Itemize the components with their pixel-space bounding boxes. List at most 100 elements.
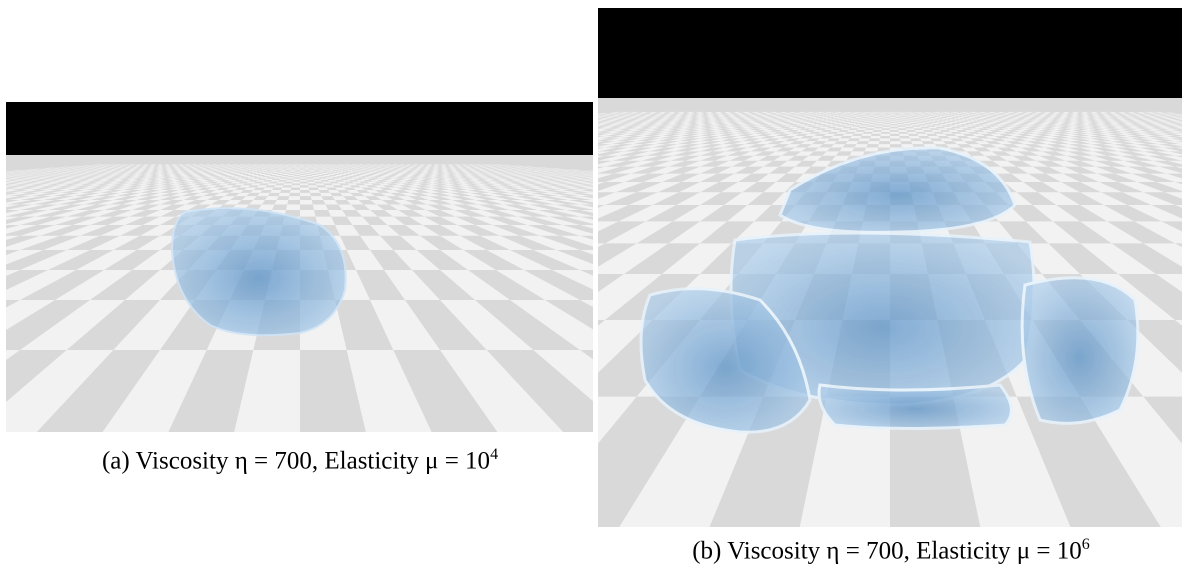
floor-tile xyxy=(0,182,5,184)
floor-tile xyxy=(295,169,300,170)
floor-tile xyxy=(890,141,901,144)
floor-tile xyxy=(897,124,905,125)
floor-tile xyxy=(271,170,277,171)
floor-tile xyxy=(864,130,873,132)
floor-tile xyxy=(300,180,307,182)
figure xyxy=(0,0,1187,576)
floor-tile xyxy=(874,115,880,116)
floor-tile xyxy=(291,169,296,170)
floor-tile xyxy=(316,168,321,169)
floor-tile xyxy=(907,118,913,119)
floor-tile xyxy=(270,190,281,193)
caption-viscosity: Viscosity η = 700, xyxy=(727,537,910,564)
floor-tile xyxy=(870,136,881,138)
floor-tile xyxy=(884,118,890,119)
floor-tile xyxy=(890,117,896,118)
floor-tile xyxy=(922,112,928,113)
floor-tile xyxy=(320,179,328,180)
caption-exponent: 6 xyxy=(1082,536,1090,553)
floor-tile xyxy=(898,130,907,132)
floor-tile xyxy=(853,115,859,116)
floor-tile xyxy=(279,171,285,172)
floor-tile xyxy=(878,119,884,120)
floor-tile xyxy=(277,182,286,184)
floor-tile xyxy=(913,112,918,113)
floor-tile xyxy=(919,113,925,114)
floor-tile xyxy=(875,125,883,126)
floor-tile xyxy=(905,115,911,116)
floor-tile xyxy=(890,119,896,120)
floor-tile xyxy=(890,114,895,115)
floor-tile xyxy=(919,125,928,126)
floor-tile xyxy=(285,180,293,182)
floor-tile xyxy=(873,116,879,117)
floor-tile xyxy=(277,169,282,170)
floor-tile xyxy=(860,125,868,126)
floor-tile xyxy=(295,171,300,172)
floor-tile xyxy=(919,118,926,119)
floor-tile xyxy=(897,122,904,123)
floor-tile xyxy=(862,112,867,113)
floor-tile xyxy=(1184,118,1187,119)
floor-tile xyxy=(286,205,300,210)
floor-tile xyxy=(856,122,864,123)
floor-tile xyxy=(871,120,878,121)
floor-tile xyxy=(314,180,322,182)
floor-tile xyxy=(900,113,905,114)
floor-tile xyxy=(1184,132,1187,134)
floor-tile xyxy=(902,119,909,120)
floor-tile xyxy=(281,170,286,171)
floor-tile xyxy=(857,128,866,130)
floor-tile xyxy=(899,112,904,113)
floor-tile xyxy=(903,121,910,122)
floor-tile xyxy=(300,193,311,196)
floor-tile xyxy=(876,112,881,113)
floor-tile xyxy=(305,169,310,170)
floor-tile xyxy=(907,132,917,134)
floor-tile xyxy=(885,115,890,116)
floor-tile xyxy=(864,121,871,122)
floor-tile xyxy=(885,114,890,115)
floor-tile xyxy=(908,120,915,121)
floor-tile xyxy=(278,168,283,169)
floor-tile xyxy=(1182,125,1187,126)
floor-tile xyxy=(858,120,865,121)
floor-tile xyxy=(320,171,326,172)
floor-tile xyxy=(290,190,300,193)
floor-tile xyxy=(861,113,866,114)
floor-tile xyxy=(300,170,305,171)
floor-tile xyxy=(305,171,310,172)
floor-tile xyxy=(866,112,871,113)
floor-tile xyxy=(300,183,308,185)
floor-tile xyxy=(912,117,918,118)
floor-tile xyxy=(853,112,858,113)
floor-tile xyxy=(300,210,316,217)
floor-tile xyxy=(884,116,890,117)
floor-tile xyxy=(915,121,922,122)
floor-tile xyxy=(901,117,907,118)
floor-tile xyxy=(880,114,885,115)
floor-tile xyxy=(300,173,306,174)
floor-tile xyxy=(906,116,912,117)
floor-tile xyxy=(317,174,324,175)
floor-tile xyxy=(321,168,326,169)
floor-tile xyxy=(0,175,3,176)
floor-tile xyxy=(904,112,909,113)
floor-tile xyxy=(286,169,291,170)
floor-tile xyxy=(910,114,916,115)
floor-tile xyxy=(854,144,867,147)
floor-tile xyxy=(881,134,891,136)
floor-tile xyxy=(295,172,300,173)
floor-tile xyxy=(282,169,287,170)
floor-tile xyxy=(883,124,890,125)
floor-tile xyxy=(288,167,292,168)
floor-tile xyxy=(0,171,5,172)
floor-tile xyxy=(890,132,899,134)
floor-tile xyxy=(878,144,890,147)
floor-tile xyxy=(890,121,897,122)
floor-tile xyxy=(911,124,919,125)
floor-tile xyxy=(871,112,876,113)
floor-tile xyxy=(314,169,319,170)
floor-tile xyxy=(276,175,283,176)
floor-tile xyxy=(864,115,870,116)
